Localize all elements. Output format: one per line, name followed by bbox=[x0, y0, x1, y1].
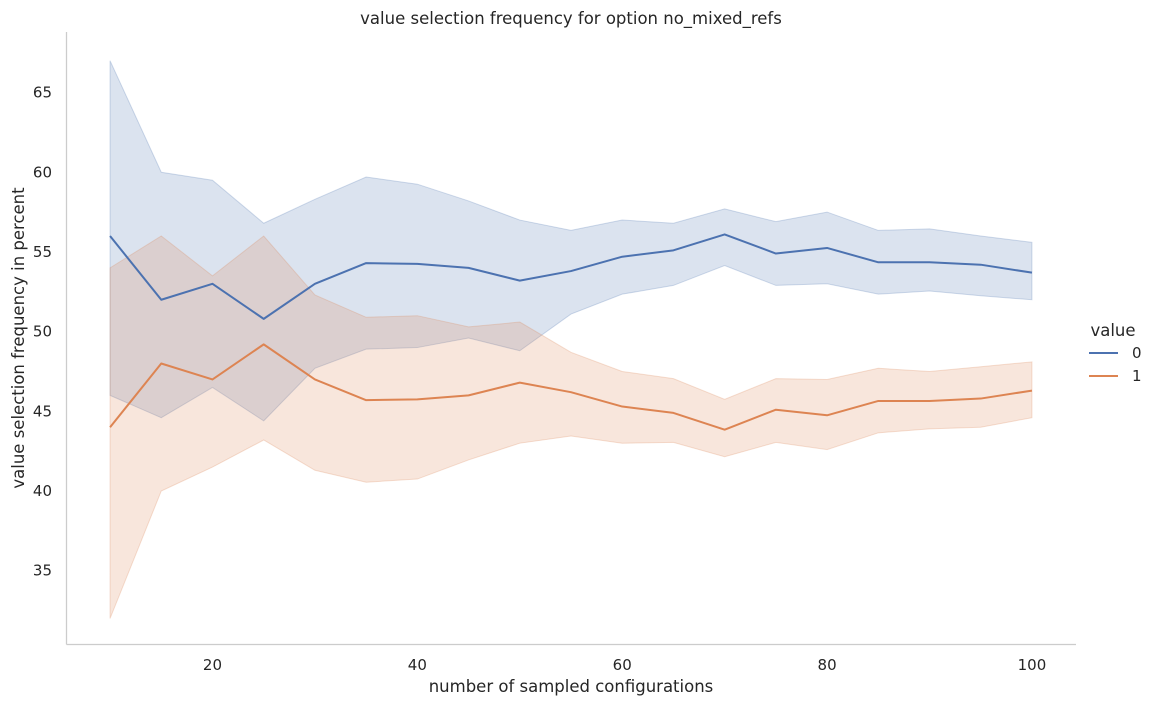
x-tick-label: 20 bbox=[203, 656, 222, 674]
series-lines bbox=[109, 233, 1033, 431]
y-tick-label: 55 bbox=[33, 243, 52, 261]
legend-label-0: 0 bbox=[1132, 344, 1142, 362]
y-tick-label: 45 bbox=[33, 402, 52, 420]
legend-title: value bbox=[1090, 321, 1135, 340]
y-tick-label: 60 bbox=[33, 163, 52, 181]
y-tick-label: 35 bbox=[33, 562, 52, 580]
y-tick-label: 40 bbox=[33, 482, 52, 500]
series-0-confidence-band bbox=[109, 60, 1033, 422]
legend: value 0 1 bbox=[1089, 321, 1142, 385]
chart-title: value selection frequency for option no_… bbox=[360, 9, 782, 29]
x-axis-label: number of sampled configurations bbox=[429, 677, 714, 696]
x-tick-label: 60 bbox=[613, 656, 632, 674]
y-tick-labels: 35 40 45 50 55 60 65 bbox=[33, 84, 52, 580]
x-tick-label: 40 bbox=[408, 656, 427, 674]
legend-label-1: 1 bbox=[1132, 367, 1142, 385]
series-1-line bbox=[109, 343, 1033, 431]
x-tick-label: 80 bbox=[818, 656, 837, 674]
y-tick-label: 65 bbox=[33, 84, 52, 102]
series-1-confidence-band bbox=[109, 235, 1033, 619]
y-axis-label: value selection frequency in percent bbox=[9, 187, 28, 489]
y-tick-label: 50 bbox=[33, 323, 52, 341]
series-0-line bbox=[109, 233, 1033, 320]
confidence-bands bbox=[109, 60, 1033, 619]
x-tick-labels: 20 40 60 80 100 bbox=[203, 656, 1046, 674]
x-tick-label: 100 bbox=[1018, 656, 1047, 674]
